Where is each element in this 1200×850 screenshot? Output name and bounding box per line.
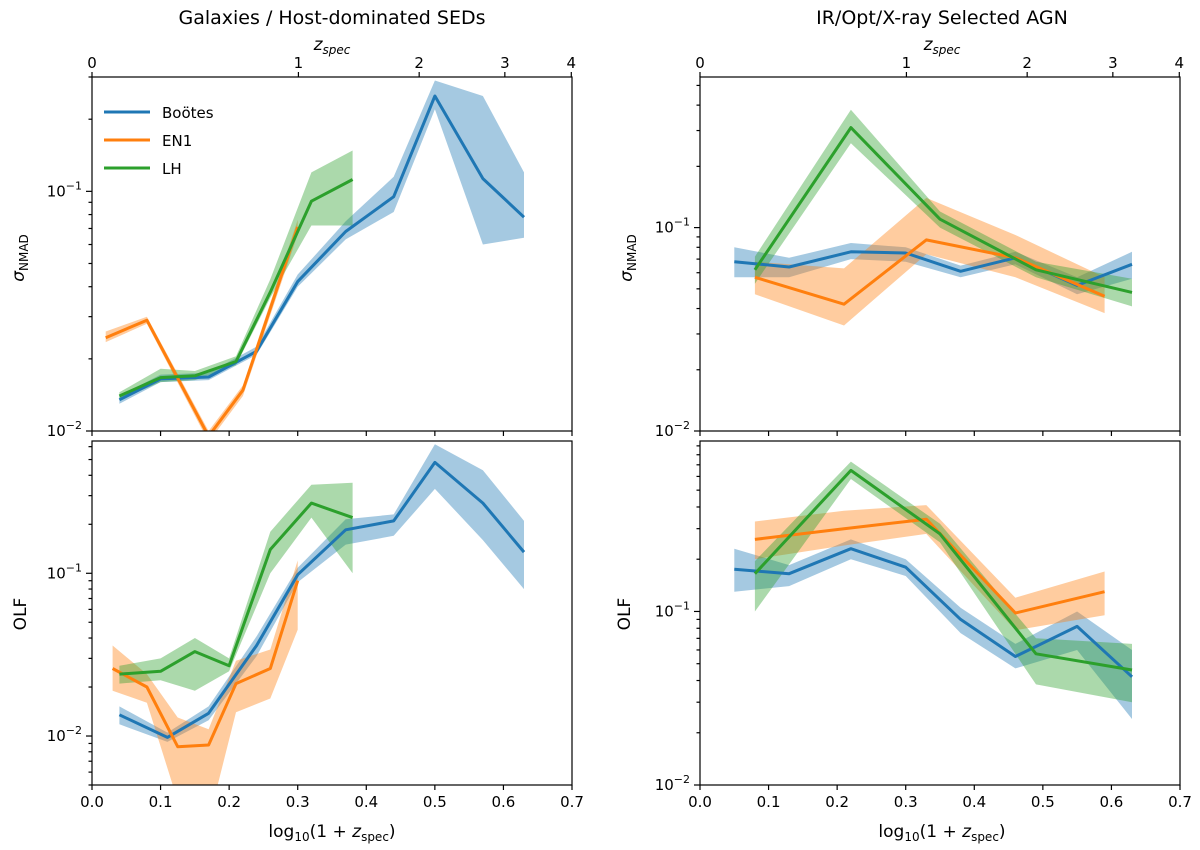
right-bottom-ylabel: OLF bbox=[615, 598, 635, 631]
line-en1 bbox=[111, 580, 300, 749]
z-tick-label: 4 bbox=[1175, 54, 1185, 72]
plot-area bbox=[111, 444, 526, 785]
plot-area bbox=[734, 461, 1134, 719]
top-axis-label-sub: spec bbox=[933, 43, 961, 57]
band-en1 bbox=[112, 560, 298, 785]
band-lh bbox=[754, 461, 1132, 703]
y-tick-label: 10−1 bbox=[655, 599, 690, 620]
panel-left-bottom: 0.0 0.1 0.2 0.3 0.4 0.5 0.6 0.7 10−1 10−2 bbox=[47, 440, 584, 811]
y-tick-label: 10−2 bbox=[655, 419, 690, 440]
line-en1 bbox=[105, 226, 300, 431]
legend-label-bootes: Boötes bbox=[162, 104, 214, 122]
axis-frame bbox=[91, 440, 573, 786]
z-tick-label: 4 bbox=[567, 54, 577, 72]
legend-label-en1: EN1 bbox=[162, 132, 192, 150]
z-tick-label: 1 bbox=[294, 54, 304, 72]
z-tick-label: 3 bbox=[1108, 54, 1118, 72]
band-lh bbox=[119, 150, 353, 400]
x-tick-label: 0.0 bbox=[688, 793, 712, 811]
panel-left-top: 0 1 2 3 4 10−1 10−2 bbox=[47, 54, 577, 440]
x-tick-label: 0.6 bbox=[491, 793, 515, 811]
panel-right-bottom: 0.0 0.1 0.2 0.3 0.4 0.5 0.6 0.7 10−1 10−2 bbox=[655, 440, 1192, 811]
right-xlabel: log10(1 + zspec) bbox=[878, 822, 1005, 844]
x-tick-label: 0.0 bbox=[80, 793, 104, 811]
z-tick-label: 1 bbox=[902, 54, 912, 72]
band-lh bbox=[119, 482, 353, 691]
x-tick-label: 0.5 bbox=[423, 793, 447, 811]
legend: Boötes EN1 LH bbox=[104, 104, 214, 178]
top-axis-label-sub: spec bbox=[323, 43, 351, 57]
axis-frame bbox=[91, 76, 573, 432]
x-tick-label: 0.2 bbox=[217, 793, 241, 811]
line-bootes bbox=[734, 547, 1134, 678]
right-top-axis-label: zspec bbox=[923, 35, 961, 57]
x-tick-label: 0.1 bbox=[757, 793, 781, 811]
axis-frame bbox=[699, 440, 1181, 786]
legend-label-lh: LH bbox=[162, 160, 182, 178]
x-tick-label: 0.6 bbox=[1099, 793, 1123, 811]
band-en1 bbox=[754, 505, 1105, 631]
line-lh bbox=[753, 468, 1133, 672]
line-bootes bbox=[118, 94, 526, 402]
x-tick-label: 0.2 bbox=[825, 793, 849, 811]
band-bootes bbox=[119, 444, 525, 742]
band-bootes bbox=[119, 80, 525, 404]
y-tick-label: 10−2 bbox=[47, 724, 82, 745]
x-tick-label: 0.5 bbox=[1031, 793, 1055, 811]
left-column-title: Galaxies / Host-dominated SEDs bbox=[179, 7, 486, 29]
right-column-title: IR/Opt/X-ray Selected AGN bbox=[816, 7, 1068, 29]
x-tick-label: 0.3 bbox=[894, 793, 918, 811]
line-lh bbox=[753, 126, 1133, 294]
panels: 0 1 2 3 410−110−20 1 2 3 410−110−20.0 0.1 0.2 0.3 0.… bbox=[47, 54, 1192, 811]
x-tick-label: 0.1 bbox=[149, 793, 173, 811]
y-tick-label: 10−2 bbox=[655, 773, 690, 794]
band-bootes bbox=[734, 539, 1132, 719]
line-lh bbox=[118, 178, 354, 398]
z-tick-label: 2 bbox=[414, 54, 424, 72]
y-tick-label: 10−1 bbox=[47, 561, 82, 582]
x-tick-label: 0.4 bbox=[962, 793, 986, 811]
line-bootes bbox=[118, 460, 526, 739]
plot-area bbox=[105, 80, 526, 431]
panel-right-top: 0 1 2 3 4 10−1 10−2 bbox=[655, 54, 1184, 440]
right-top-ylabel: σNMAD bbox=[617, 234, 639, 282]
plot-area bbox=[734, 109, 1133, 326]
y-tick-label: 10−1 bbox=[47, 179, 82, 200]
z-tick-label: 0 bbox=[695, 54, 705, 72]
x-tick-label: 0.7 bbox=[560, 793, 584, 811]
z-tick-label: 0 bbox=[87, 54, 97, 72]
z-tick-label: 2 bbox=[1022, 54, 1032, 72]
x-tick-label: 0.4 bbox=[354, 793, 378, 811]
axis-frame bbox=[699, 76, 1181, 432]
band-lh bbox=[754, 109, 1132, 307]
band-en1 bbox=[754, 197, 1105, 326]
left-xlabel: log10(1 + zspec) bbox=[268, 822, 395, 844]
line-en1 bbox=[754, 517, 1105, 615]
left-bottom-ylabel: OLF bbox=[11, 598, 31, 631]
left-top-axis-label: zspec bbox=[313, 35, 351, 57]
x-tick-label: 0.7 bbox=[1168, 793, 1192, 811]
z-tick-label: 3 bbox=[500, 54, 510, 72]
left-top-ylabel: σNMAD bbox=[9, 234, 31, 282]
line-lh bbox=[119, 501, 354, 676]
x-tick-label: 0.3 bbox=[286, 793, 310, 811]
y-tick-label: 10−1 bbox=[655, 216, 690, 237]
y-tick-label: 10−2 bbox=[47, 419, 82, 440]
